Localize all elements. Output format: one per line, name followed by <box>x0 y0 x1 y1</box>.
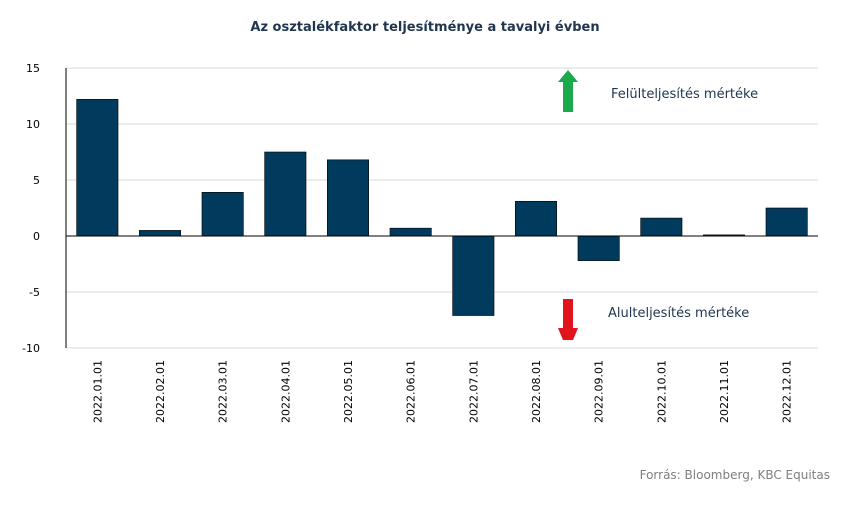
bar-2022.04.01 <box>264 151 307 237</box>
bar-2022.05.01 <box>327 159 369 237</box>
bar-2022.10.01 <box>640 217 683 237</box>
underperformance-annotation: Alulteljesítés mértéke <box>558 299 749 340</box>
up-arrow-icon <box>558 70 578 112</box>
x-tick-label: 2022.04.01 <box>279 360 292 423</box>
bar-2022.03.01 <box>201 192 244 237</box>
y-tick-label: -10 <box>22 342 40 355</box>
chart-title: Az osztalékfaktor teljesítménye a tavaly… <box>250 20 600 35</box>
x-tick-label: 2022.06.01 <box>405 360 418 423</box>
x-tick-label: 2022.03.01 <box>217 360 230 423</box>
x-tick-label: 2022.05.01 <box>342 360 355 423</box>
underperformance-label: Alulteljesítés mértéke <box>608 306 749 321</box>
y-tick-label: 0 <box>33 230 40 243</box>
x-tick-label: 2022.09.01 <box>593 360 606 423</box>
x-tick-label: 2022.12.01 <box>781 360 794 423</box>
x-tick-label: 2022.08.01 <box>530 360 543 423</box>
bar-2022.08.01 <box>515 200 557 237</box>
outperformance-annotation: Felülteljesítés mértéke <box>558 70 758 112</box>
y-tick-labels: -10 -5 0 5 10 15 <box>22 62 40 355</box>
source-note: Forrás: Bloomberg, KBC Equitas <box>639 468 830 482</box>
x-tick-label: 2022.01.01 <box>91 360 104 423</box>
bar-2022.01.01 <box>76 99 119 237</box>
outperformance-label: Felülteljesítés mértéke <box>611 87 758 102</box>
gridlines <box>66 67 818 349</box>
x-tick-label: 2022.11.01 <box>718 360 731 423</box>
down-arrow-icon <box>558 299 578 340</box>
y-tick-label: 10 <box>26 118 40 131</box>
bar-2022.07.01 <box>452 235 495 316</box>
x-tick-labels: 2022.01.01 2022.02.01 2022.03.01 2022.04.01… <box>91 360 793 423</box>
bar-2022.12.01 <box>765 207 808 237</box>
y-tick-label: 5 <box>33 174 40 187</box>
bar-2022.09.01 <box>577 235 620 261</box>
bar-2022.06.01 <box>389 227 432 237</box>
y-tick-label: 15 <box>26 62 40 75</box>
x-tick-label: 2022.02.01 <box>154 360 167 423</box>
x-tick-label: 2022.10.01 <box>655 360 668 423</box>
bar-2022.02.01 <box>139 230 181 237</box>
y-tick-label: -5 <box>29 286 40 299</box>
bars <box>76 99 808 316</box>
x-tick-label: 2022.07.01 <box>467 360 480 423</box>
